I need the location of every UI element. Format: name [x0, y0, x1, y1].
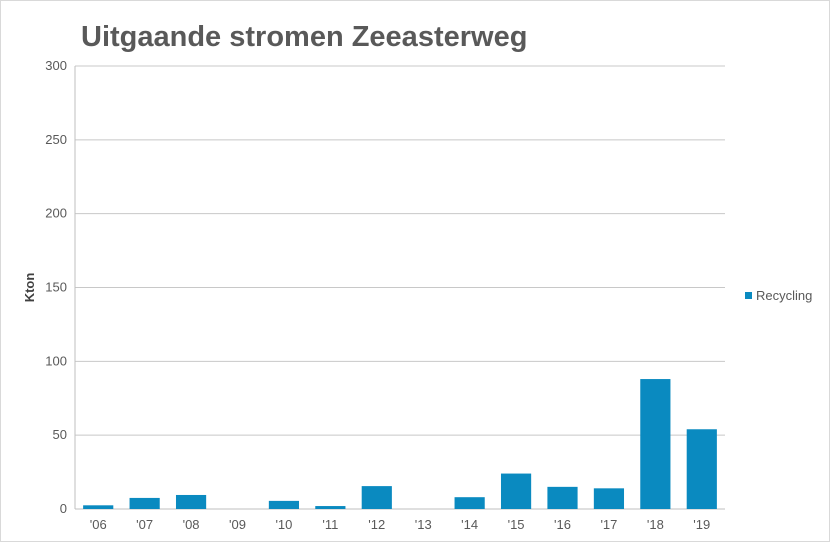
y-tick-label-200: 200 [45, 206, 67, 221]
y-tick-label-100: 100 [45, 353, 67, 368]
bar-5 [315, 506, 346, 509]
bar-9 [500, 473, 532, 509]
y-tick-label-50: 50 [53, 427, 67, 442]
bar-12 [640, 379, 671, 509]
bar-10 [547, 486, 578, 509]
x-tick-label-1: '07 [136, 517, 153, 532]
bar-2 [175, 494, 207, 509]
x-tick-label-12: '18 [647, 517, 664, 532]
y-tick-label-0: 0 [60, 501, 67, 516]
y-tick-label-300: 300 [45, 58, 67, 73]
x-tick-label-10: '16 [554, 517, 571, 532]
x-tick-label-0: '06 [90, 517, 107, 532]
x-tick-label-6: '12 [368, 517, 385, 532]
legend: Recycling [745, 288, 812, 303]
y-axis-title: Kton [22, 273, 37, 303]
x-tick-label-7: '13 [415, 517, 432, 532]
legend-swatch-recycling [745, 292, 752, 299]
legend-label-recycling: Recycling [756, 288, 813, 303]
y-tick-label-250: 250 [45, 132, 67, 147]
bar-1 [129, 497, 160, 509]
x-tick-label-3: '09 [229, 517, 246, 532]
x-tick-label-11: '17 [600, 517, 617, 532]
x-tick-label-13: '19 [693, 517, 710, 532]
bar-0 [83, 505, 114, 509]
bar-11 [593, 488, 625, 509]
x-tick-label-2: '08 [183, 517, 200, 532]
x-tick-label-8: '14 [461, 517, 478, 532]
y-tick-label-150: 150 [45, 280, 67, 295]
x-tick-label-5: '11 [322, 517, 338, 532]
bar-8 [454, 497, 485, 509]
x-tick-label-9: '15 [508, 517, 525, 532]
bar-6 [361, 486, 392, 509]
x-tick-label-4: '10 [275, 517, 292, 532]
bar-13 [686, 429, 717, 509]
chart-title: Uitgaande stromen Zeeasterweg [81, 21, 528, 53]
bar-4 [268, 500, 300, 509]
